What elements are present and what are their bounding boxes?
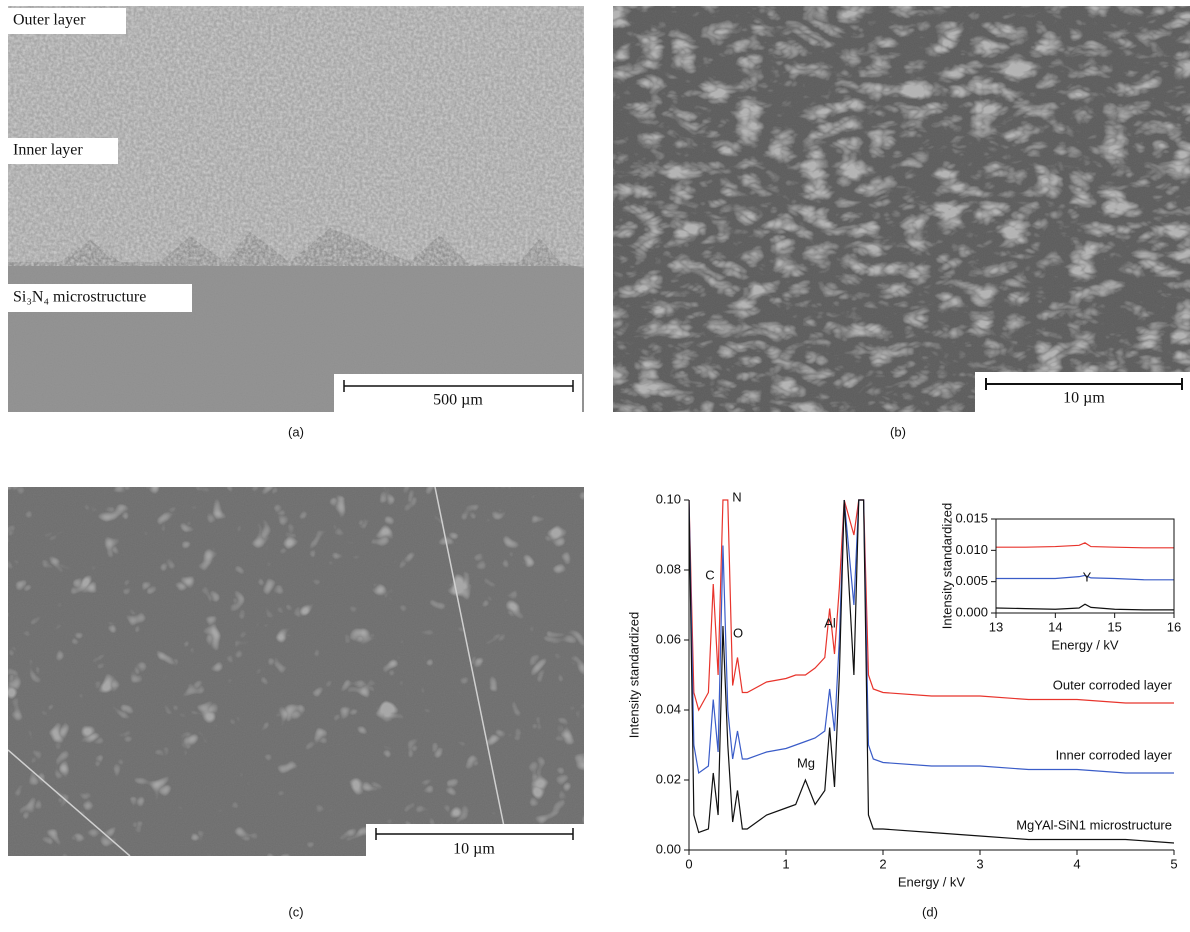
layer-label: Outer layer (13, 12, 86, 29)
x-tick-label: 13 (989, 619, 1003, 634)
x-axis-label: Energy / kV (898, 874, 966, 889)
peak-label: Mg (797, 755, 815, 770)
scale-label: 10 µm (453, 841, 495, 858)
peak-label: Al (824, 615, 836, 630)
x-tick-label: 4 (1073, 856, 1080, 871)
caption: (d) (922, 904, 938, 919)
figure: Outer layer Inner layer Si₃N₄ microstruc… (0, 0, 1190, 932)
x-tick-label: 16 (1167, 619, 1181, 634)
x-tick-label: 5 (1170, 856, 1177, 871)
peak-label: Y (1083, 569, 1092, 584)
peak-label: C (705, 567, 714, 582)
micrograph-c (8, 487, 584, 856)
x-tick-label: 1 (782, 856, 789, 871)
x-tick-label: 3 (976, 856, 983, 871)
y-axis-label: Intensity standardized (626, 612, 641, 738)
scale-label: 10 µm (1063, 390, 1105, 407)
x-tick-label: 2 (879, 856, 886, 871)
micrograph-b (613, 6, 1190, 412)
layer-label: Inner layer (13, 142, 83, 159)
y-tick-label: 0.010 (955, 542, 988, 557)
caption: (b) (890, 424, 906, 439)
y-tick-label: 0.005 (955, 573, 988, 588)
x-tick-label: 14 (1048, 619, 1062, 634)
y-tick-label: 0.10 (656, 491, 681, 506)
peak-label: N (732, 489, 741, 504)
caption: (a) (288, 424, 304, 439)
series-label: Outer corroded layer (1053, 677, 1173, 692)
caption: (c) (288, 904, 303, 919)
series-label: MgYAl-SiN1 microstructure (1016, 817, 1172, 832)
layer-label: Si₃N₄ microstructure (13, 289, 146, 306)
x-tick-label: 15 (1107, 619, 1121, 634)
y-tick-label: 0.015 (955, 510, 988, 525)
y-axis-label: Intensity standardized (939, 503, 954, 629)
y-tick-label: 0.04 (656, 701, 681, 716)
micrograph-a (8, 6, 584, 412)
y-tick-label: 0.06 (656, 631, 681, 646)
peak-label: O (733, 625, 743, 640)
x-tick-label: 0 (685, 856, 692, 871)
y-tick-label: 0.00 (656, 841, 681, 856)
series-label: Inner corroded layer (1056, 747, 1173, 762)
scale-label: 500 µm (433, 392, 483, 409)
y-tick-label: 0.02 (656, 771, 681, 786)
x-axis-label: Energy / kV (1051, 637, 1119, 652)
y-tick-label: 0.000 (955, 604, 988, 619)
y-tick-label: 0.08 (656, 561, 681, 576)
